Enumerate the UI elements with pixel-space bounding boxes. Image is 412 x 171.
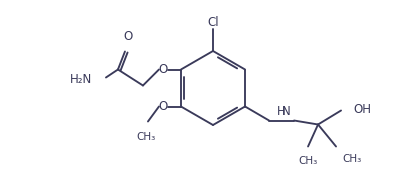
Text: CH₃: CH₃ xyxy=(342,155,361,165)
Text: H: H xyxy=(277,105,286,118)
Text: CH₃: CH₃ xyxy=(136,131,156,141)
Text: N: N xyxy=(282,105,291,118)
Text: O: O xyxy=(158,100,168,113)
Text: CH₃: CH₃ xyxy=(298,155,318,166)
Text: H₂N: H₂N xyxy=(70,73,92,86)
Text: O: O xyxy=(158,63,168,76)
Text: OH: OH xyxy=(353,103,371,116)
Text: O: O xyxy=(123,30,133,43)
Text: Cl: Cl xyxy=(207,16,219,29)
